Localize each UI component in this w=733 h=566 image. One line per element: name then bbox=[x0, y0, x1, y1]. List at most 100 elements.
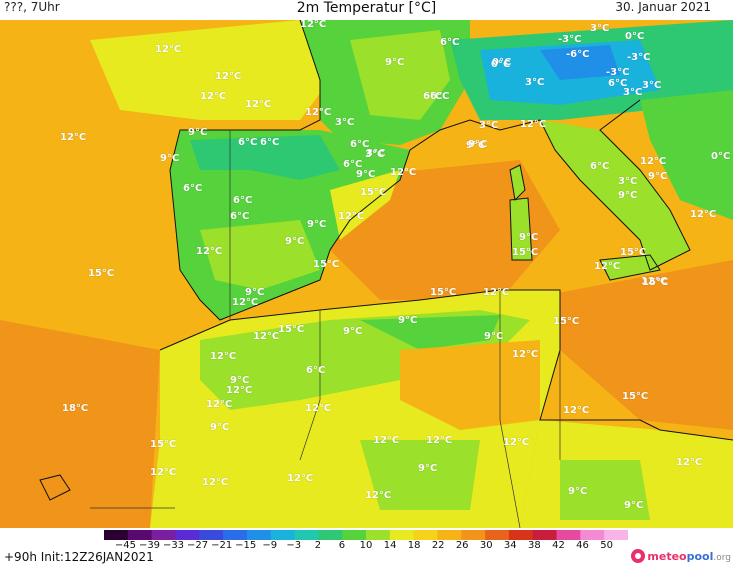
temp-label-t23: 15°C bbox=[360, 187, 387, 198]
scale-tick-label: 50 bbox=[600, 540, 613, 551]
temp-label-t40: 9°C bbox=[230, 375, 250, 386]
scale-swatch bbox=[413, 530, 438, 540]
balkans-land bbox=[640, 90, 733, 220]
temp-label-t68: 15°C bbox=[512, 247, 539, 258]
atlas-cool-zone bbox=[360, 315, 500, 350]
scale-swatch bbox=[199, 530, 224, 540]
header: ???, 7Uhr 2m Temperatur [°C] 30. Januar … bbox=[0, 0, 733, 20]
alps-coldest-zone bbox=[540, 45, 620, 80]
scale-swatch bbox=[246, 530, 272, 540]
scale-swatch bbox=[342, 530, 367, 540]
ocean-warm-zone bbox=[0, 320, 160, 528]
temp-label-t02: 12°C bbox=[215, 71, 242, 82]
temp-label-t87: 3°C bbox=[525, 77, 545, 88]
scale-swatch bbox=[223, 530, 248, 540]
temp-label-t56: 12°C bbox=[202, 477, 229, 488]
temp-label-t27: 9°C bbox=[285, 236, 305, 247]
east-med-warm-zone bbox=[520, 260, 733, 430]
footer: −45 −39 −33 −27 −21 −15 −9 −3 2 6 10 14 18 22 26 30 34 38… bbox=[0, 528, 733, 566]
scale-tick-label: −27 bbox=[187, 540, 209, 551]
brand-logo[interactable]: meteopool.org bbox=[631, 548, 731, 564]
scale-tick-label: 42 bbox=[552, 540, 565, 551]
temp-label-t05: 12°C bbox=[305, 107, 332, 118]
temp-label-t28: 12°C bbox=[196, 246, 223, 257]
scale-swatch bbox=[604, 530, 628, 540]
coastlines bbox=[39, 20, 733, 501]
temp-label-t49: 12°C bbox=[305, 403, 332, 414]
sicily bbox=[600, 255, 660, 280]
temp-label-t70: 9°C bbox=[618, 190, 638, 201]
temp-label-t94: 6°C bbox=[423, 91, 443, 102]
temp-label-t36: 12°C bbox=[483, 287, 510, 298]
scale-tick-label: −45 bbox=[114, 540, 136, 551]
temp-label-t18: 6°C bbox=[183, 183, 203, 194]
scale-tick-label: −9 bbox=[262, 540, 278, 551]
temp-label-t59: 9°C bbox=[568, 486, 588, 497]
scale-swatch bbox=[389, 530, 415, 540]
temp-label-t06: 12°C bbox=[60, 132, 87, 143]
scale-swatch bbox=[556, 530, 581, 540]
temp-label-t10: 9°C bbox=[160, 153, 180, 164]
map-canvas bbox=[0, 20, 733, 528]
temp-label-t63: 12°C bbox=[690, 209, 717, 220]
sahara-green-zone bbox=[360, 440, 480, 510]
scale-tick-label: 26 bbox=[455, 540, 469, 551]
temp-label-t31: 9°C bbox=[245, 287, 265, 298]
temp-label-t03: 12°C bbox=[200, 91, 227, 102]
scale-tick-label: −39 bbox=[138, 540, 161, 551]
meteopool-logo-icon bbox=[631, 549, 646, 563]
sardinia bbox=[510, 198, 532, 260]
scale-swatch bbox=[294, 530, 319, 540]
temp-label-t07: 9°C bbox=[188, 127, 208, 138]
temp-label-t95: 9°C bbox=[648, 171, 668, 182]
temp-label-t12: 6°C bbox=[350, 139, 370, 150]
temp-label-t88: 6°C bbox=[608, 78, 628, 89]
temp-label-t54: 9°C bbox=[418, 463, 438, 474]
temp-label-t24: 6°C bbox=[430, 91, 450, 102]
temp-label-t25: 12°C bbox=[338, 211, 365, 222]
brand-part-pool: pool bbox=[686, 549, 714, 563]
temp-label-t86: 0°C bbox=[711, 151, 731, 162]
temp-label-t38: 9°C bbox=[343, 326, 363, 337]
temp-label-t37: 9°C bbox=[398, 315, 418, 326]
brand-part-org: .org bbox=[713, 552, 731, 563]
france-inner bbox=[350, 30, 450, 120]
temp-label-t52: 12°C bbox=[426, 435, 453, 446]
temp-label-t73: 3°C bbox=[479, 120, 499, 131]
temp-label-t50: 15°C bbox=[553, 316, 580, 327]
brand-text: meteopool.org bbox=[647, 550, 731, 563]
scale-swatch bbox=[485, 530, 510, 540]
temp-label-t26: 9°C bbox=[307, 219, 327, 230]
scale-tick-label: 34 bbox=[503, 540, 517, 551]
temp-label-t65: 9°C bbox=[519, 232, 539, 243]
italy-land bbox=[540, 120, 690, 270]
scale-tick-label: 10 bbox=[359, 540, 373, 551]
libya-green-zone bbox=[560, 460, 650, 520]
temp-label-t53: 12°C bbox=[503, 437, 530, 448]
scale-tick-label: −3 bbox=[286, 540, 302, 551]
temp-label-t92: 9°C bbox=[468, 139, 488, 150]
model-run-info: +90h Init:12Z26JAN2021 bbox=[4, 550, 154, 564]
iberia-east-coast bbox=[330, 170, 400, 240]
temp-label-t66: 9°C bbox=[466, 140, 486, 151]
temp-label-t51: 12°C bbox=[373, 435, 400, 446]
temp-label-t90: 3°C bbox=[642, 80, 662, 91]
temp-label-t17: 9°C bbox=[356, 169, 376, 180]
temp-label-t71: 6°C bbox=[590, 161, 610, 172]
temp-label-t11: 3°C bbox=[335, 117, 355, 128]
scale-swatch bbox=[127, 530, 153, 540]
temp-label-t46: 18°C bbox=[62, 403, 89, 414]
borders bbox=[90, 130, 561, 528]
temp-label-t47: 9°C bbox=[484, 331, 504, 342]
brand-part-meteo: meteo bbox=[647, 549, 687, 563]
temp-label-t32: 12°C bbox=[232, 297, 259, 308]
scale-tick-label: 18 bbox=[407, 540, 421, 551]
temp-label-t61: 15°C bbox=[622, 391, 649, 402]
temp-label-t29: 15°C bbox=[313, 259, 340, 270]
temp-label-t34: 12°C bbox=[253, 331, 280, 342]
temp-label-t44: 6°C bbox=[306, 365, 326, 376]
scale-swatch bbox=[270, 530, 296, 540]
scale-tick-label: −15 bbox=[235, 540, 257, 551]
scale-tick-label: −33 bbox=[162, 540, 185, 551]
temp-label-t64: 9°C bbox=[624, 500, 644, 511]
